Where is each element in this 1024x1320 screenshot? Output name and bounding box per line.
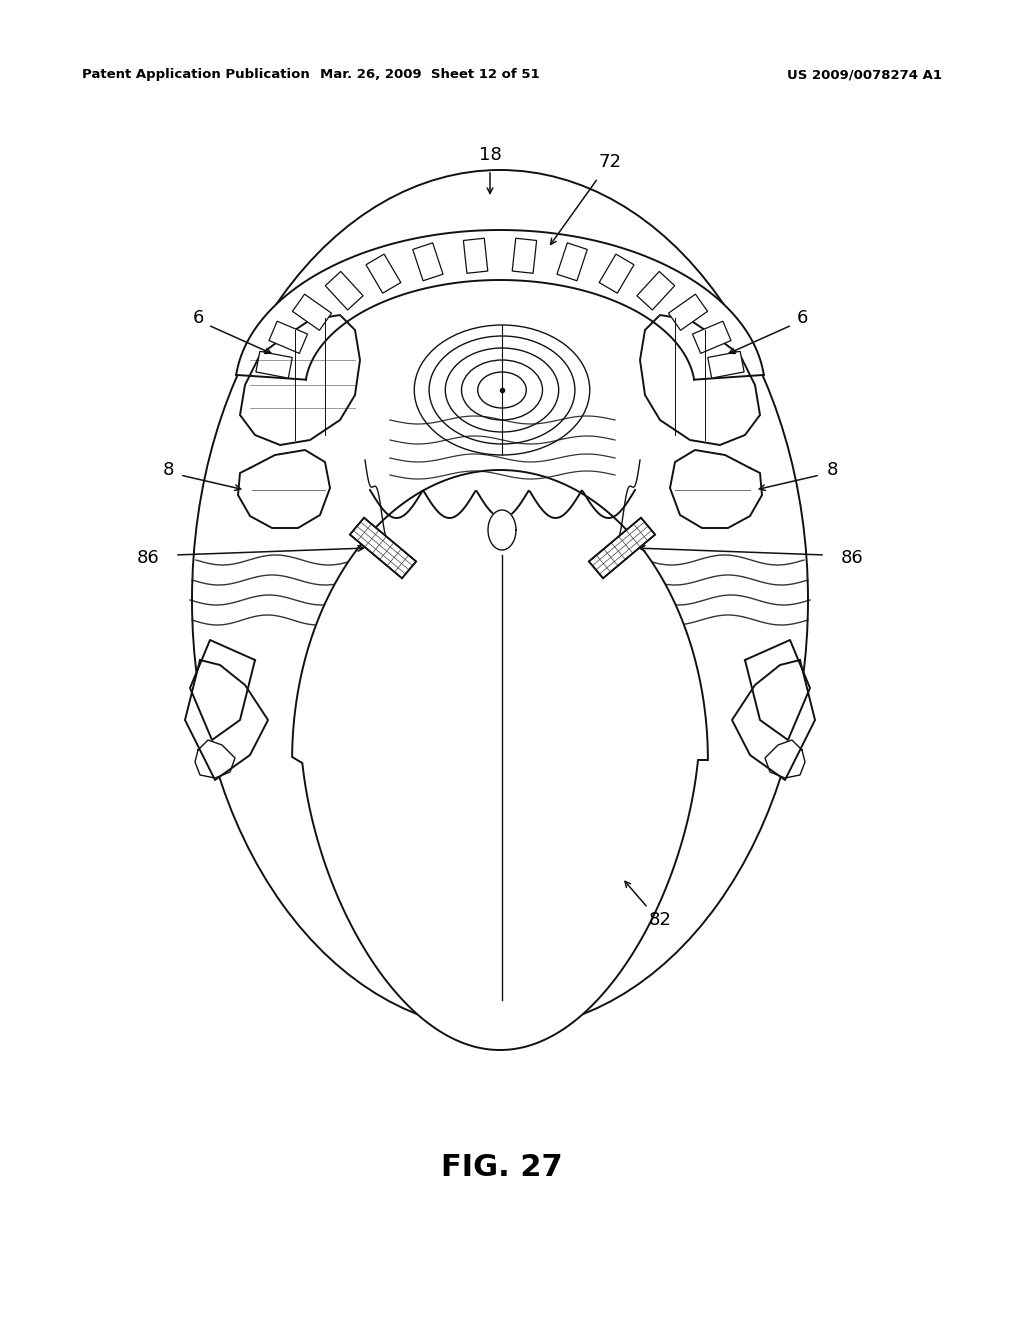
Polygon shape	[350, 517, 416, 578]
Text: Mar. 26, 2009  Sheet 12 of 51: Mar. 26, 2009 Sheet 12 of 51	[321, 69, 540, 81]
Ellipse shape	[305, 280, 695, 500]
Polygon shape	[413, 243, 443, 281]
Polygon shape	[599, 253, 634, 293]
Polygon shape	[366, 253, 400, 293]
Polygon shape	[185, 660, 268, 780]
Polygon shape	[238, 450, 330, 528]
Polygon shape	[512, 238, 537, 273]
Polygon shape	[269, 321, 307, 354]
Text: 8: 8	[826, 461, 838, 479]
Polygon shape	[732, 660, 815, 780]
Text: 6: 6	[193, 309, 204, 327]
Text: 6: 6	[797, 309, 808, 327]
Polygon shape	[637, 272, 675, 310]
Polygon shape	[745, 640, 810, 741]
Polygon shape	[292, 470, 708, 1049]
Polygon shape	[692, 321, 731, 354]
Text: FIG. 27: FIG. 27	[441, 1154, 563, 1183]
Text: 86: 86	[841, 549, 863, 568]
Text: 8: 8	[163, 461, 174, 479]
Polygon shape	[256, 351, 292, 378]
Text: 72: 72	[598, 153, 621, 172]
Text: 82: 82	[648, 911, 672, 929]
Polygon shape	[190, 640, 255, 741]
Polygon shape	[237, 230, 764, 380]
Polygon shape	[589, 517, 655, 578]
Text: Patent Application Publication: Patent Application Publication	[82, 69, 309, 81]
Polygon shape	[557, 243, 588, 281]
Polygon shape	[488, 510, 516, 550]
Polygon shape	[464, 238, 487, 273]
Polygon shape	[326, 272, 364, 310]
Polygon shape	[669, 294, 708, 330]
Polygon shape	[293, 294, 332, 330]
Polygon shape	[670, 450, 762, 528]
Text: 18: 18	[478, 147, 502, 164]
Text: US 2009/0078274 A1: US 2009/0078274 A1	[787, 69, 942, 81]
Polygon shape	[708, 351, 744, 378]
Polygon shape	[240, 315, 360, 445]
Polygon shape	[640, 315, 760, 445]
Text: 86: 86	[136, 549, 160, 568]
